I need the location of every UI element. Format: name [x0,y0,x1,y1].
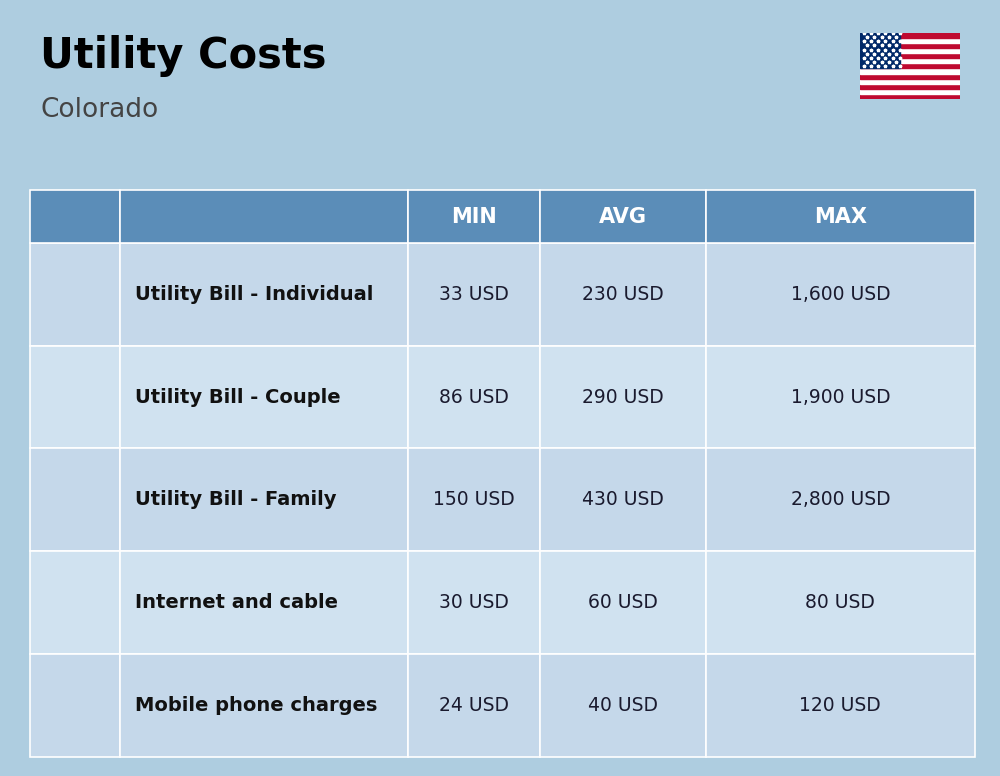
Bar [860,94,960,99]
FancyBboxPatch shape [39,504,62,525]
FancyBboxPatch shape [66,708,72,714]
Bar [860,54,960,58]
Text: 40 USD: 40 USD [588,696,658,715]
Bar [860,68,960,74]
FancyBboxPatch shape [49,603,101,622]
Text: Utility Bill - Individual: Utility Bill - Individual [135,285,373,303]
FancyBboxPatch shape [87,298,110,320]
Text: Utility Bill - Family: Utility Bill - Family [135,490,336,509]
Bar [860,78,960,84]
Circle shape [71,472,79,480]
Text: Utility Costs: Utility Costs [40,35,326,77]
FancyBboxPatch shape [64,695,86,728]
FancyBboxPatch shape [87,504,110,525]
Circle shape [68,611,71,615]
FancyBboxPatch shape [73,708,78,714]
Text: 24 USD: 24 USD [439,696,509,715]
FancyBboxPatch shape [79,708,84,714]
Circle shape [72,730,78,736]
Text: Internet and cable: Internet and cable [135,593,338,612]
FancyBboxPatch shape [64,464,86,488]
FancyBboxPatch shape [66,700,72,705]
Bar [860,88,960,94]
Circle shape [70,272,80,283]
Text: 430 USD: 430 USD [582,490,664,509]
Text: 80 USD: 80 USD [805,593,875,612]
Circle shape [71,266,79,275]
FancyBboxPatch shape [39,298,62,320]
FancyBboxPatch shape [69,279,80,297]
Circle shape [68,469,82,483]
FancyBboxPatch shape [69,484,80,503]
Bar [860,84,960,88]
FancyBboxPatch shape [59,691,90,742]
Circle shape [75,611,79,615]
Text: Mobile phone charges: Mobile phone charges [135,696,377,715]
Text: MAX: MAX [814,206,867,227]
FancyBboxPatch shape [87,401,110,423]
FancyBboxPatch shape [73,716,78,722]
Bar [860,38,960,43]
Circle shape [70,477,80,489]
Text: 1,900 USD: 1,900 USD [791,387,890,407]
Bar [860,58,960,64]
FancyBboxPatch shape [64,258,86,282]
Text: AVG: AVG [599,206,647,227]
Circle shape [71,369,79,377]
Text: 290 USD: 290 USD [582,387,664,407]
Bar [860,64,960,68]
Text: Utility Bill - Couple: Utility Bill - Couple [135,387,340,407]
Circle shape [70,375,80,386]
Text: 150 USD: 150 USD [433,490,515,509]
Bar [860,33,900,68]
Text: 86 USD: 86 USD [439,387,509,407]
Text: 230 USD: 230 USD [582,285,664,303]
Circle shape [60,611,64,615]
Bar [860,48,960,54]
FancyBboxPatch shape [73,700,78,705]
Text: 120 USD: 120 USD [799,696,881,715]
Text: 33 USD: 33 USD [439,285,509,303]
Text: MIN: MIN [451,206,497,227]
Bar [860,43,960,48]
Text: 30 USD: 30 USD [439,593,509,612]
FancyBboxPatch shape [64,362,86,385]
Text: 1,600 USD: 1,600 USD [791,285,890,303]
Circle shape [68,263,82,278]
Text: 2,800 USD: 2,800 USD [791,490,890,509]
FancyBboxPatch shape [79,700,84,705]
Bar [860,33,960,38]
FancyBboxPatch shape [39,401,62,423]
FancyBboxPatch shape [70,695,80,698]
Text: 60 USD: 60 USD [588,593,658,612]
Bar [860,74,960,78]
FancyBboxPatch shape [69,381,80,400]
Circle shape [68,366,82,380]
Text: Colorado: Colorado [40,97,158,123]
FancyBboxPatch shape [66,716,72,722]
